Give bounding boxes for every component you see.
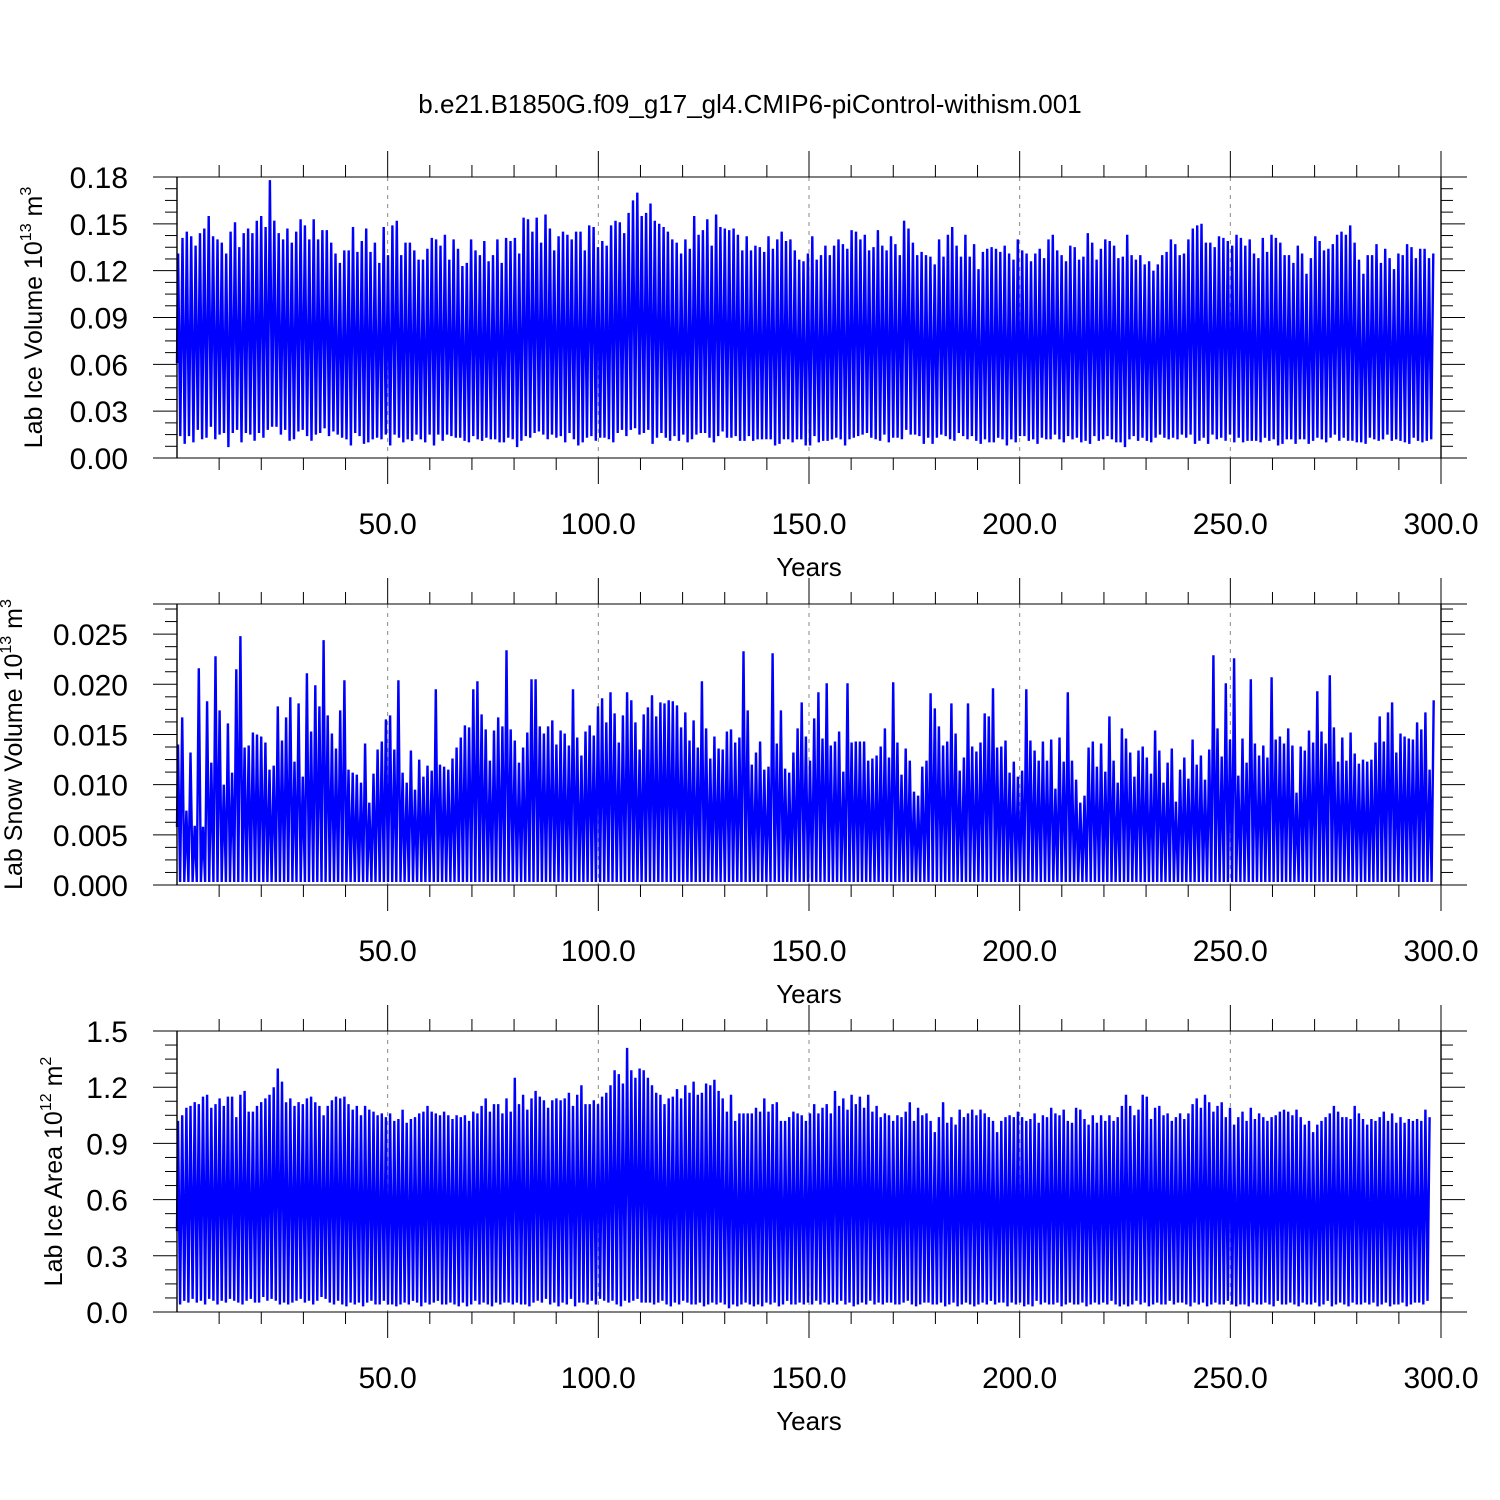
y-tick-label: 0.00	[70, 443, 128, 476]
x-tick-label: 300.0	[1403, 508, 1478, 541]
y-tick-label: 0.9	[86, 1128, 128, 1161]
x-tick-label: 150.0	[771, 508, 846, 541]
y-tick-label: 1.5	[86, 1016, 128, 1049]
y-axis-label-superscript: 2	[38, 1057, 55, 1066]
y-axis-label-superscript: 13	[18, 223, 35, 241]
x-axis-label: Years	[776, 979, 842, 1009]
panel-2: 50.0 100.0 150.0 200.0 250.0 300.0 Years 0.000 0…	[0, 578, 1479, 1009]
x-tick-label: 100.0	[561, 935, 636, 968]
y-tick-label: 0.12	[70, 256, 128, 289]
y-tick-label: 0.025	[53, 619, 128, 652]
series-line	[175, 180, 1435, 448]
chart-title: b.e21.B1850G.f09_g17_gl4.CMIP6-piControl…	[418, 89, 1081, 119]
x-tick-label: 200.0	[982, 1362, 1057, 1395]
y-axis-label-text: Lab Ice Area 10	[40, 1111, 68, 1286]
x-axis-label: Years	[776, 552, 842, 582]
x-tick-label: 100.0	[561, 508, 636, 541]
x-tick-label: 100.0	[561, 1362, 636, 1395]
y-axis-label-superscript: 13	[0, 636, 15, 654]
y-axis-label-superscript: 12	[38, 1093, 55, 1111]
y-tick-label: 0.15	[70, 209, 128, 242]
x-tick-label: 150.0	[771, 1362, 846, 1395]
y-tick-label: 0.0	[86, 1297, 128, 1330]
x-tick-label: 250.0	[1193, 935, 1268, 968]
x-tick-label: 200.0	[982, 508, 1057, 541]
y-tick-label: 0.06	[70, 349, 128, 382]
x-tick-label: 150.0	[771, 935, 846, 968]
chart-panels: 50.0 100.0 150.0 200.0 250.0 300.0Years0.000.…	[0, 151, 1479, 1436]
y-tick-label: 0.09	[70, 303, 128, 336]
y-tick-label: 0.6	[86, 1185, 128, 1218]
y-tick-label: 0.010	[53, 770, 128, 803]
x-tick-label: 50.0	[358, 1362, 416, 1395]
x-tick-label: 250.0	[1193, 508, 1268, 541]
y-axis-label-text: m	[20, 196, 48, 224]
panel-3: 50.0 100.0 150.0 200.0 250.0 300.0 Years 0.0 0.3…	[38, 1005, 1479, 1436]
x-tick-label: 300.0	[1403, 1362, 1478, 1395]
y-axis-label-text: m	[0, 608, 28, 636]
x-tick-label: 50.0	[358, 935, 416, 968]
panel-1: 50.0 100.0 150.0 200.0 250.0 300.0 Years 0.00 0.…	[18, 151, 1479, 582]
y-axis-label-text: m	[40, 1066, 68, 1094]
series-line	[175, 636, 1435, 883]
y-tick-label: 0.015	[53, 719, 128, 752]
y-axis-label-text: Lab Ice Volume 10	[20, 241, 48, 448]
y-tick-label: 0.18	[70, 162, 128, 195]
x-tick-label: 200.0	[982, 935, 1057, 968]
y-tick-label: 0.020	[53, 669, 128, 702]
y-tick-label: 1.2	[86, 1072, 128, 1105]
x-tick-label: 250.0	[1193, 1362, 1268, 1395]
y-axis-label: Lab Snow Volume 1013 m3	[0, 599, 28, 890]
x-tick-label: 50.0	[358, 508, 416, 541]
y-tick-label: 0.000	[53, 870, 128, 903]
series-line	[175, 1047, 1431, 1309]
y-axis-label-text: Lab Snow Volume 10	[0, 654, 28, 890]
y-axis-label-superscript: 3	[0, 599, 15, 608]
y-tick-label: 0.3	[86, 1241, 128, 1274]
x-axis-label: Years	[776, 1406, 842, 1436]
y-axis-label: Lab Ice Volume 1013 m3	[18, 187, 48, 449]
y-axis-label: Lab Ice Area 1012 m2	[38, 1057, 68, 1287]
y-axis-label-superscript: 3	[18, 187, 35, 196]
y-tick-label: 0.005	[53, 820, 128, 853]
x-tick-label: 300.0	[1403, 935, 1478, 968]
y-tick-label: 0.03	[70, 396, 128, 429]
